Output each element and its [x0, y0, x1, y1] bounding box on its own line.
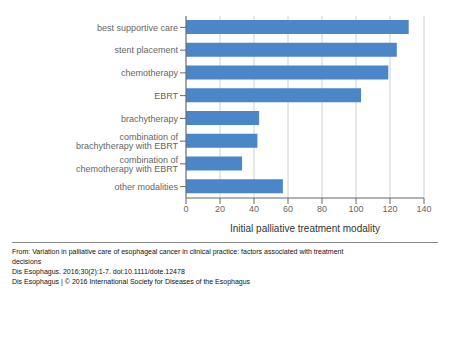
svg-text:other modalities: other modalities: [114, 182, 178, 192]
html-text:From: Variation in palliative: From: Variation in palliative care of es…: [12, 248, 344, 255]
svg-text:brachytherapy: brachytherapy: [121, 114, 179, 124]
svg-text:20: 20: [215, 204, 225, 214]
html-text:Dis Esophagus. 2016;30(2):1-7.: Dis Esophagus. 2016;30(2):1-7. doi:10.11…: [12, 268, 185, 275]
html-text:decisions: decisions: [12, 258, 42, 265]
svg-text:0: 0: [183, 204, 188, 214]
svg-text:best supportive care: best supportive care: [97, 23, 178, 33]
svg-text:stent placement: stent placement: [114, 45, 178, 55]
svg-text:140: 140: [416, 204, 431, 214]
svg-text:chemotherapy: chemotherapy: [121, 68, 179, 78]
svg-text:combination ofbrachytherapy wi: combination ofbrachytherapy with EBRT: [76, 132, 178, 151]
svg-text:100: 100: [348, 204, 363, 214]
svg-text:80: 80: [317, 204, 327, 214]
html-text:Dis Esophagus | © 2016 Interna: Dis Esophagus | © 2016 International Soc…: [12, 278, 251, 285]
svg-text:EBRT: EBRT: [154, 91, 178, 101]
svg-text:combination ofchemotherapy wit: combination ofchemotherapy with EBRT: [76, 155, 178, 174]
svg-text:60: 60: [283, 204, 293, 214]
svg-text:Initial palliative treatment m: Initial palliative treatment modality: [230, 223, 380, 234]
svg-text:120: 120: [382, 204, 397, 214]
svg-text:40: 40: [249, 204, 259, 214]
